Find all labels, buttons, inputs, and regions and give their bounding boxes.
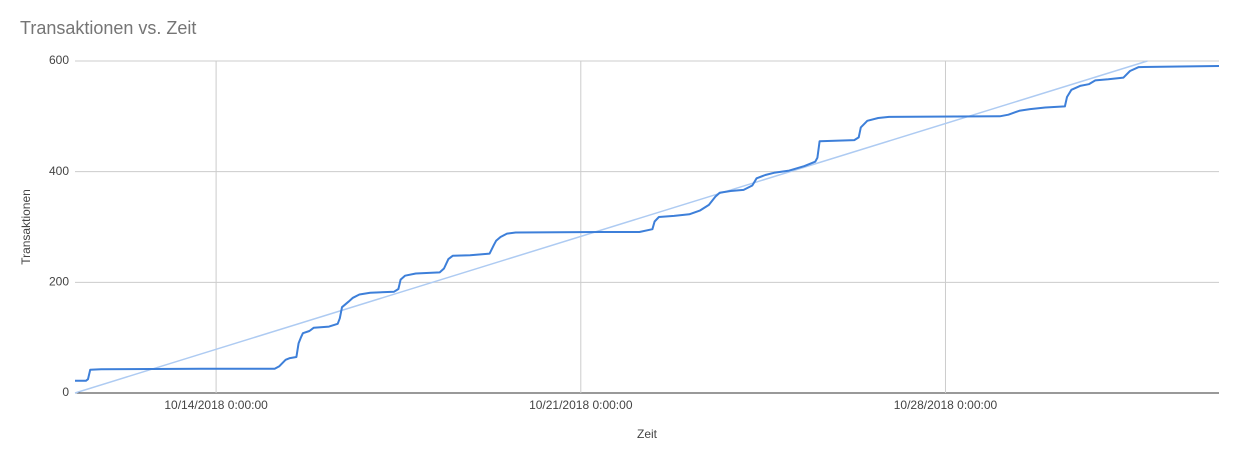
chart-title: Transaktionen vs. Zeit	[20, 18, 196, 38]
y-tick-label: 200	[49, 275, 69, 289]
y-axis-label: Transaktionen	[19, 189, 33, 265]
y-tick-label: 400	[49, 164, 69, 178]
series-line	[75, 65, 1220, 382]
y-tick-label: 600	[49, 53, 69, 67]
x-tick-label: 10/21/2018 0:00:00	[529, 398, 633, 412]
y-tick-label: 0	[62, 385, 69, 399]
trendline	[74, 60, 1148, 394]
x-tick-label: 10/28/2018 0:00:00	[894, 398, 998, 412]
x-axis-label: Zeit	[637, 427, 658, 441]
x-tick-label: 10/14/2018 0:00:00	[164, 398, 268, 412]
